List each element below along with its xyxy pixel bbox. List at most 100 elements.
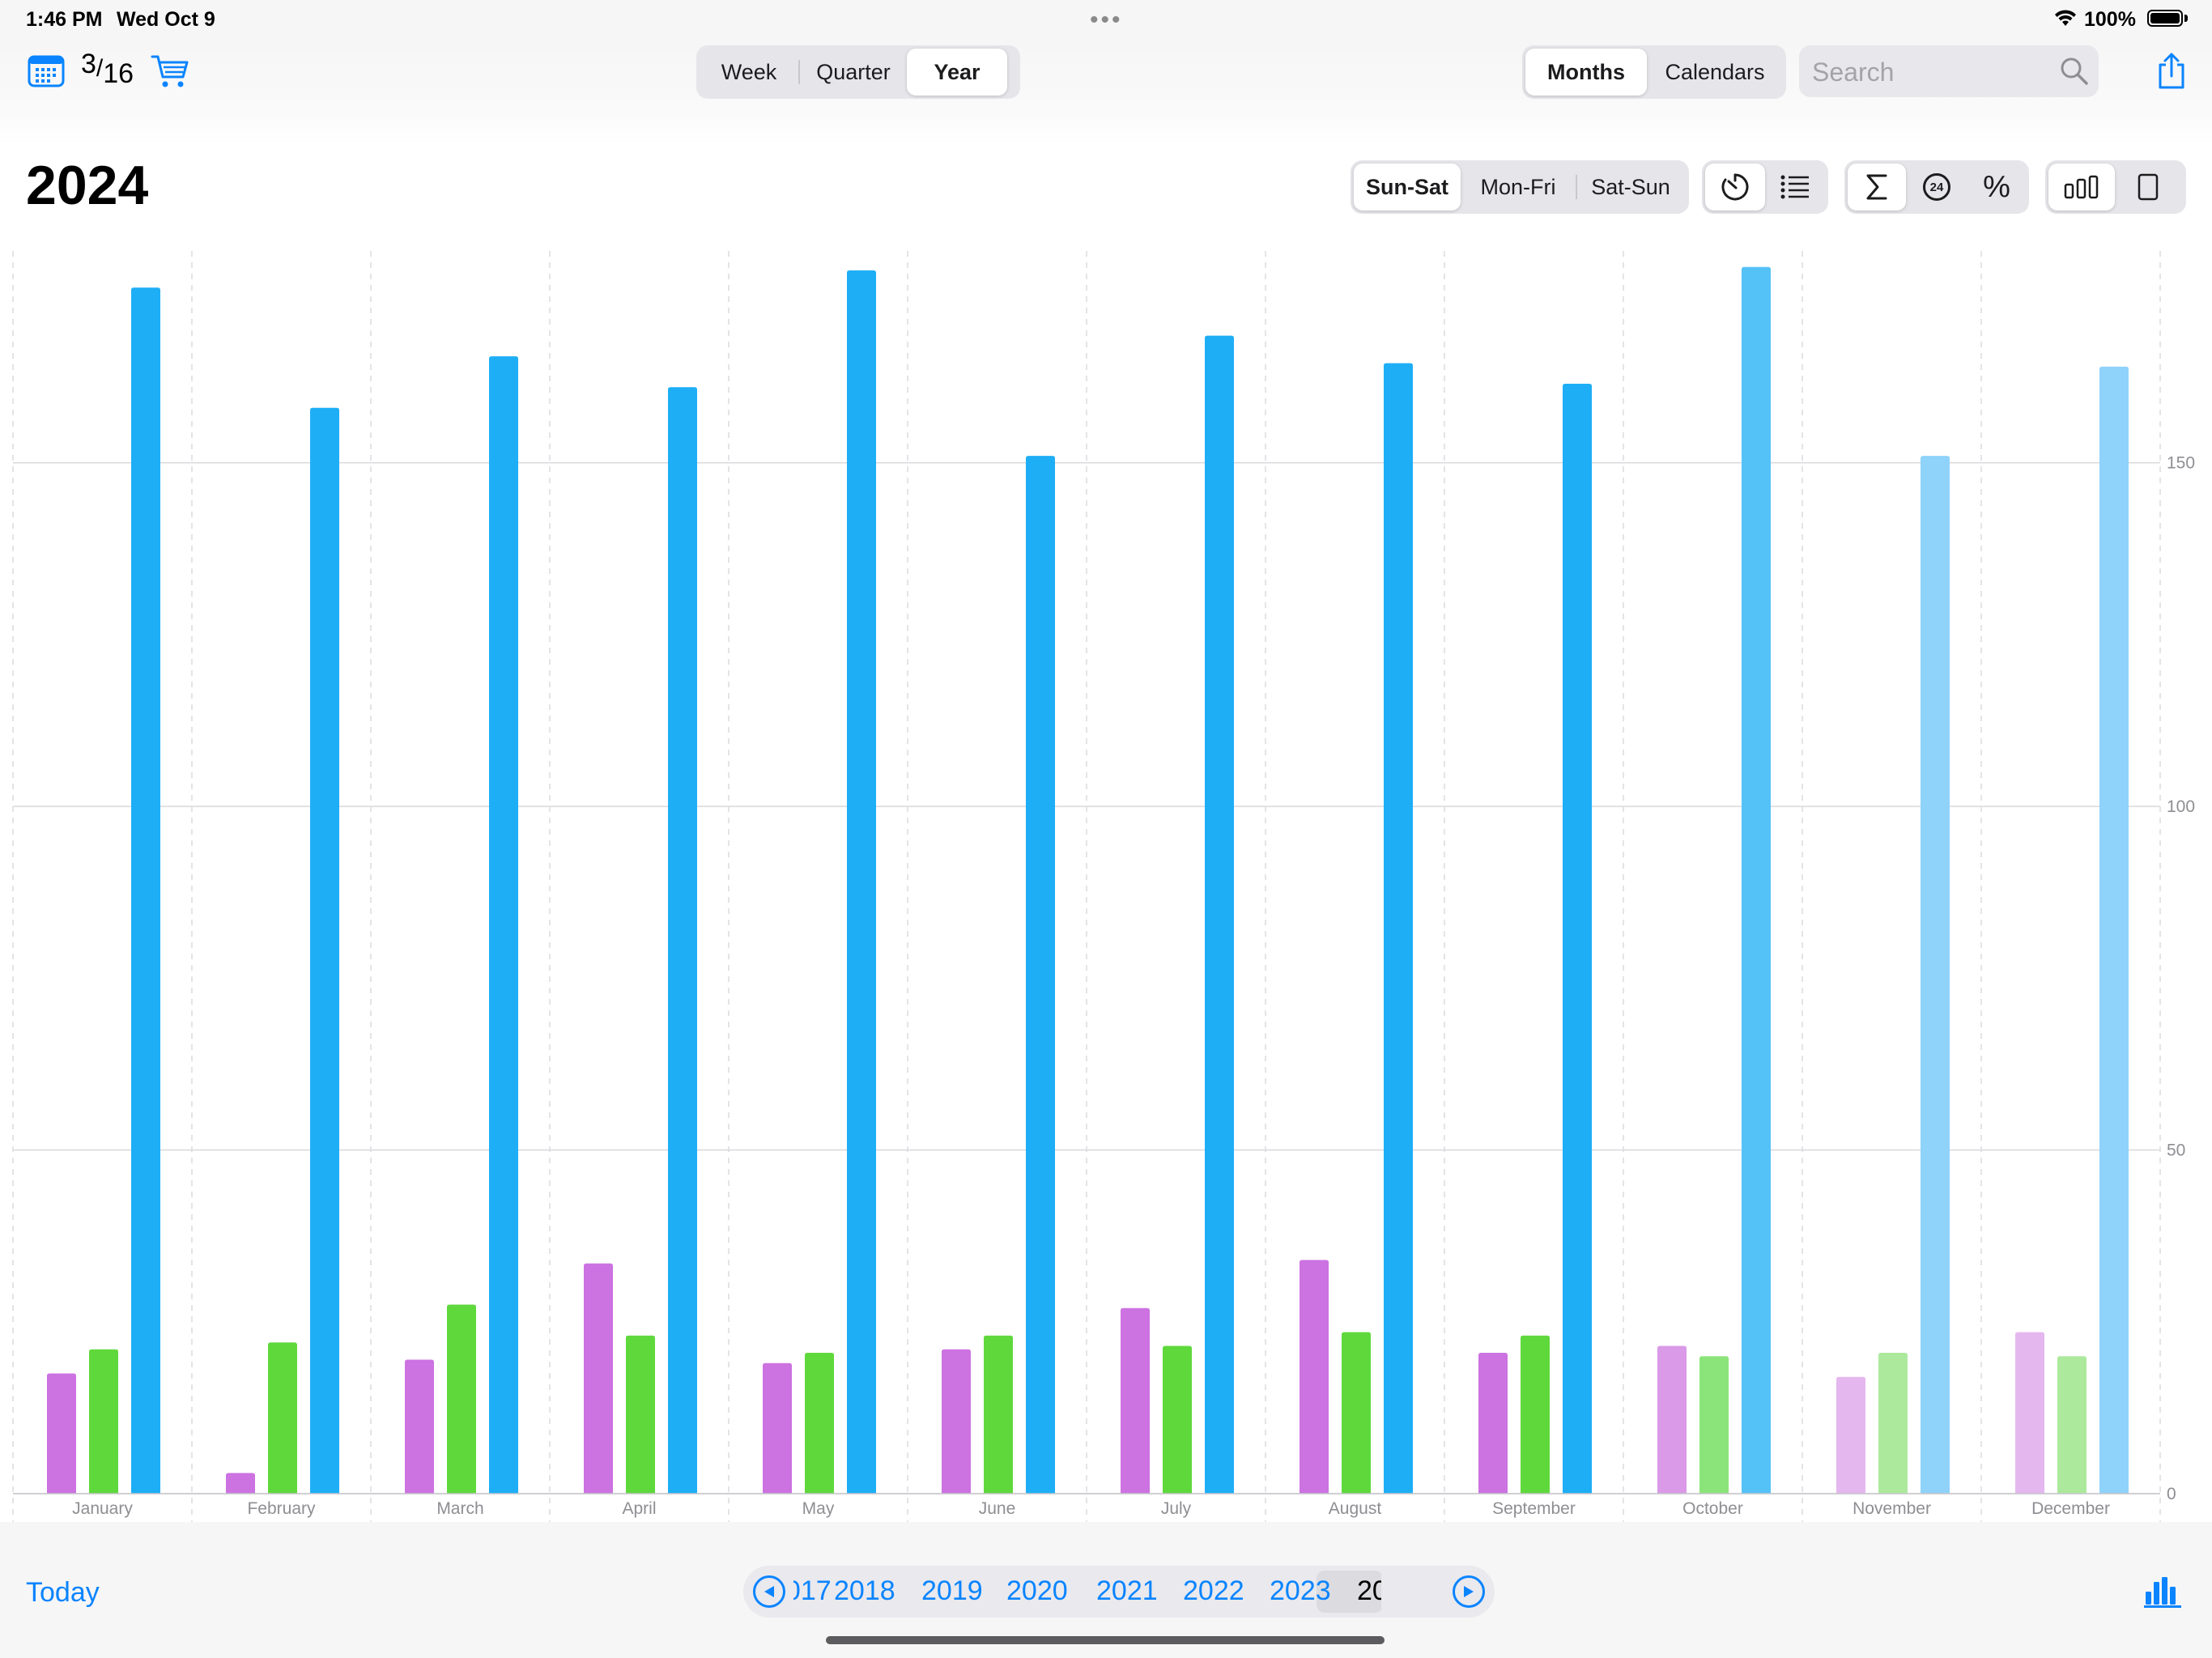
period-segmented-control: Week Quarter Year [696,45,1020,99]
percent-button[interactable]: % [1967,164,2026,210]
wifi-icon [2055,10,2076,26]
bar-2 [89,1349,118,1494]
day-filter-control: Sun-Sat Mon-Fri Sat-Sun [1351,160,1689,214]
remaining-fraction: 3/16 [81,49,134,89]
view-segmented-control: Months Calendars [1522,45,1786,99]
bar-1 [1121,1307,1150,1494]
bar-3 [1742,266,1771,1494]
bar-3 [131,287,160,1494]
bar-2 [268,1342,297,1494]
bar-2 [626,1335,655,1494]
search-input[interactable] [1810,52,2057,92]
x-tick-label: December [2031,1499,2110,1518]
year-item[interactable]: 2023 [1270,1575,1331,1606]
bar-1 [1836,1376,1865,1494]
previous-year-button[interactable] [753,1575,785,1608]
bar-1 [2015,1332,2044,1494]
year-selector: 2017 2018 2019 2020 2021 2022 2023 2024 [743,1566,1495,1618]
y-tick-label: 150 [2167,454,2195,473]
bar-3 [1384,363,1413,1494]
bar-3 [847,270,876,1494]
x-tick-label: July [1161,1499,1192,1518]
x-tick-label: September [1492,1499,1576,1518]
tab-year[interactable]: Year [907,49,1007,96]
single-column-icon [2138,173,2159,201]
bar-2 [984,1335,1013,1494]
cart-icon[interactable] [151,53,191,89]
status-bar: 1:46 PM Wed Oct 9 ••• 100% [0,0,2212,39]
list-icon [1780,175,1809,199]
bar-1 [942,1349,971,1494]
battery-tip [2184,15,2188,22]
x-tick-label: April [622,1499,656,1518]
stacked-bar-button[interactable] [2115,164,2181,210]
page-title: 2024 [26,155,149,216]
bar-1 [763,1363,792,1494]
today-button[interactable]: Today [26,1577,100,1608]
bar-3 [1205,335,1234,1494]
y-tick-label: 100 [2167,797,2195,816]
bar-1 [1657,1346,1687,1494]
bar-2 [2057,1356,2087,1494]
share-icon[interactable] [2157,52,2186,91]
bar-1 [47,1373,76,1494]
bar-2 [1521,1335,1550,1494]
chart-style-control [2045,160,2186,214]
filter-mon-fri[interactable]: Mon-Fri [1480,174,1556,199]
year-item[interactable]: 2017 [793,1575,832,1606]
x-tick-label: March [436,1499,483,1518]
bar-1 [1478,1352,1508,1494]
filter-sat-sun[interactable]: Sat-Sun [1591,174,1670,199]
fraction-numerator: 3 [81,49,96,79]
bar-2 [447,1304,476,1494]
bar-2 [1699,1356,1729,1494]
filter-sun-sat[interactable]: Sun-Sat [1354,164,1461,210]
clock-24-icon: 24 [1923,173,1950,201]
bar-3 [1026,456,1055,1494]
tab-week[interactable]: Week [721,59,777,84]
mode-control [1702,160,1828,214]
next-year-button[interactable] [1453,1575,1485,1608]
year-item[interactable]: 2018 [834,1575,895,1606]
multitasking-dots-icon[interactable]: ••• [1090,6,1123,33]
calendar-icon[interactable] [28,53,65,87]
x-tick-label: November [1853,1499,1931,1518]
tab-months[interactable]: Months [1525,49,1647,96]
search-icon [2061,57,2088,85]
hours-24-button[interactable]: 24 [1906,164,1967,210]
bar-3 [1563,384,1592,1494]
chart-tab-icon[interactable] [2144,1575,2181,1608]
triangle-left-icon [764,1586,774,1597]
battery-icon [2147,10,2183,27]
bar-1 [584,1263,613,1494]
year-item[interactable]: 2021 [1096,1575,1158,1606]
bar-3 [2099,366,2129,1494]
year-item[interactable]: 2019 [921,1575,983,1606]
bar-3 [668,387,697,1494]
bar-2 [1163,1346,1192,1494]
battery-percent: 100% [2084,8,2136,31]
search-field [1799,45,2099,97]
y-tick-label: 50 [2167,1141,2185,1160]
bar-1 [405,1359,434,1494]
year-item[interactable]: 2020 [1006,1575,1068,1606]
bar-2 [805,1352,834,1494]
monthly-bar-chart: 0 50 100 150 January February March April May Jun… [12,251,2195,1522]
year-item-current[interactable]: 2024 [1357,1575,1381,1606]
year-strip: 2017 2018 2019 2020 2021 2022 2023 2024 [793,1566,1381,1618]
x-tick-label: June [979,1499,1016,1518]
year-item[interactable]: 2022 [1183,1575,1244,1606]
bar-1 [226,1473,255,1494]
status-date: Wed Oct 9 [117,8,215,31]
bar-2 [1878,1352,1908,1494]
grouped-bars-button[interactable] [2048,164,2115,210]
tab-calendars[interactable]: Calendars [1665,59,1765,84]
bar-3 [310,407,339,1494]
sum-button[interactable] [1848,164,1906,210]
timer-button[interactable] [1705,164,1765,210]
x-tick-label: May [802,1499,835,1518]
list-button[interactable] [1765,164,1825,210]
stat-control: 24 % [1844,160,2029,214]
tab-quarter[interactable]: Quarter [816,59,891,84]
percent-icon: % [1983,169,2010,204]
